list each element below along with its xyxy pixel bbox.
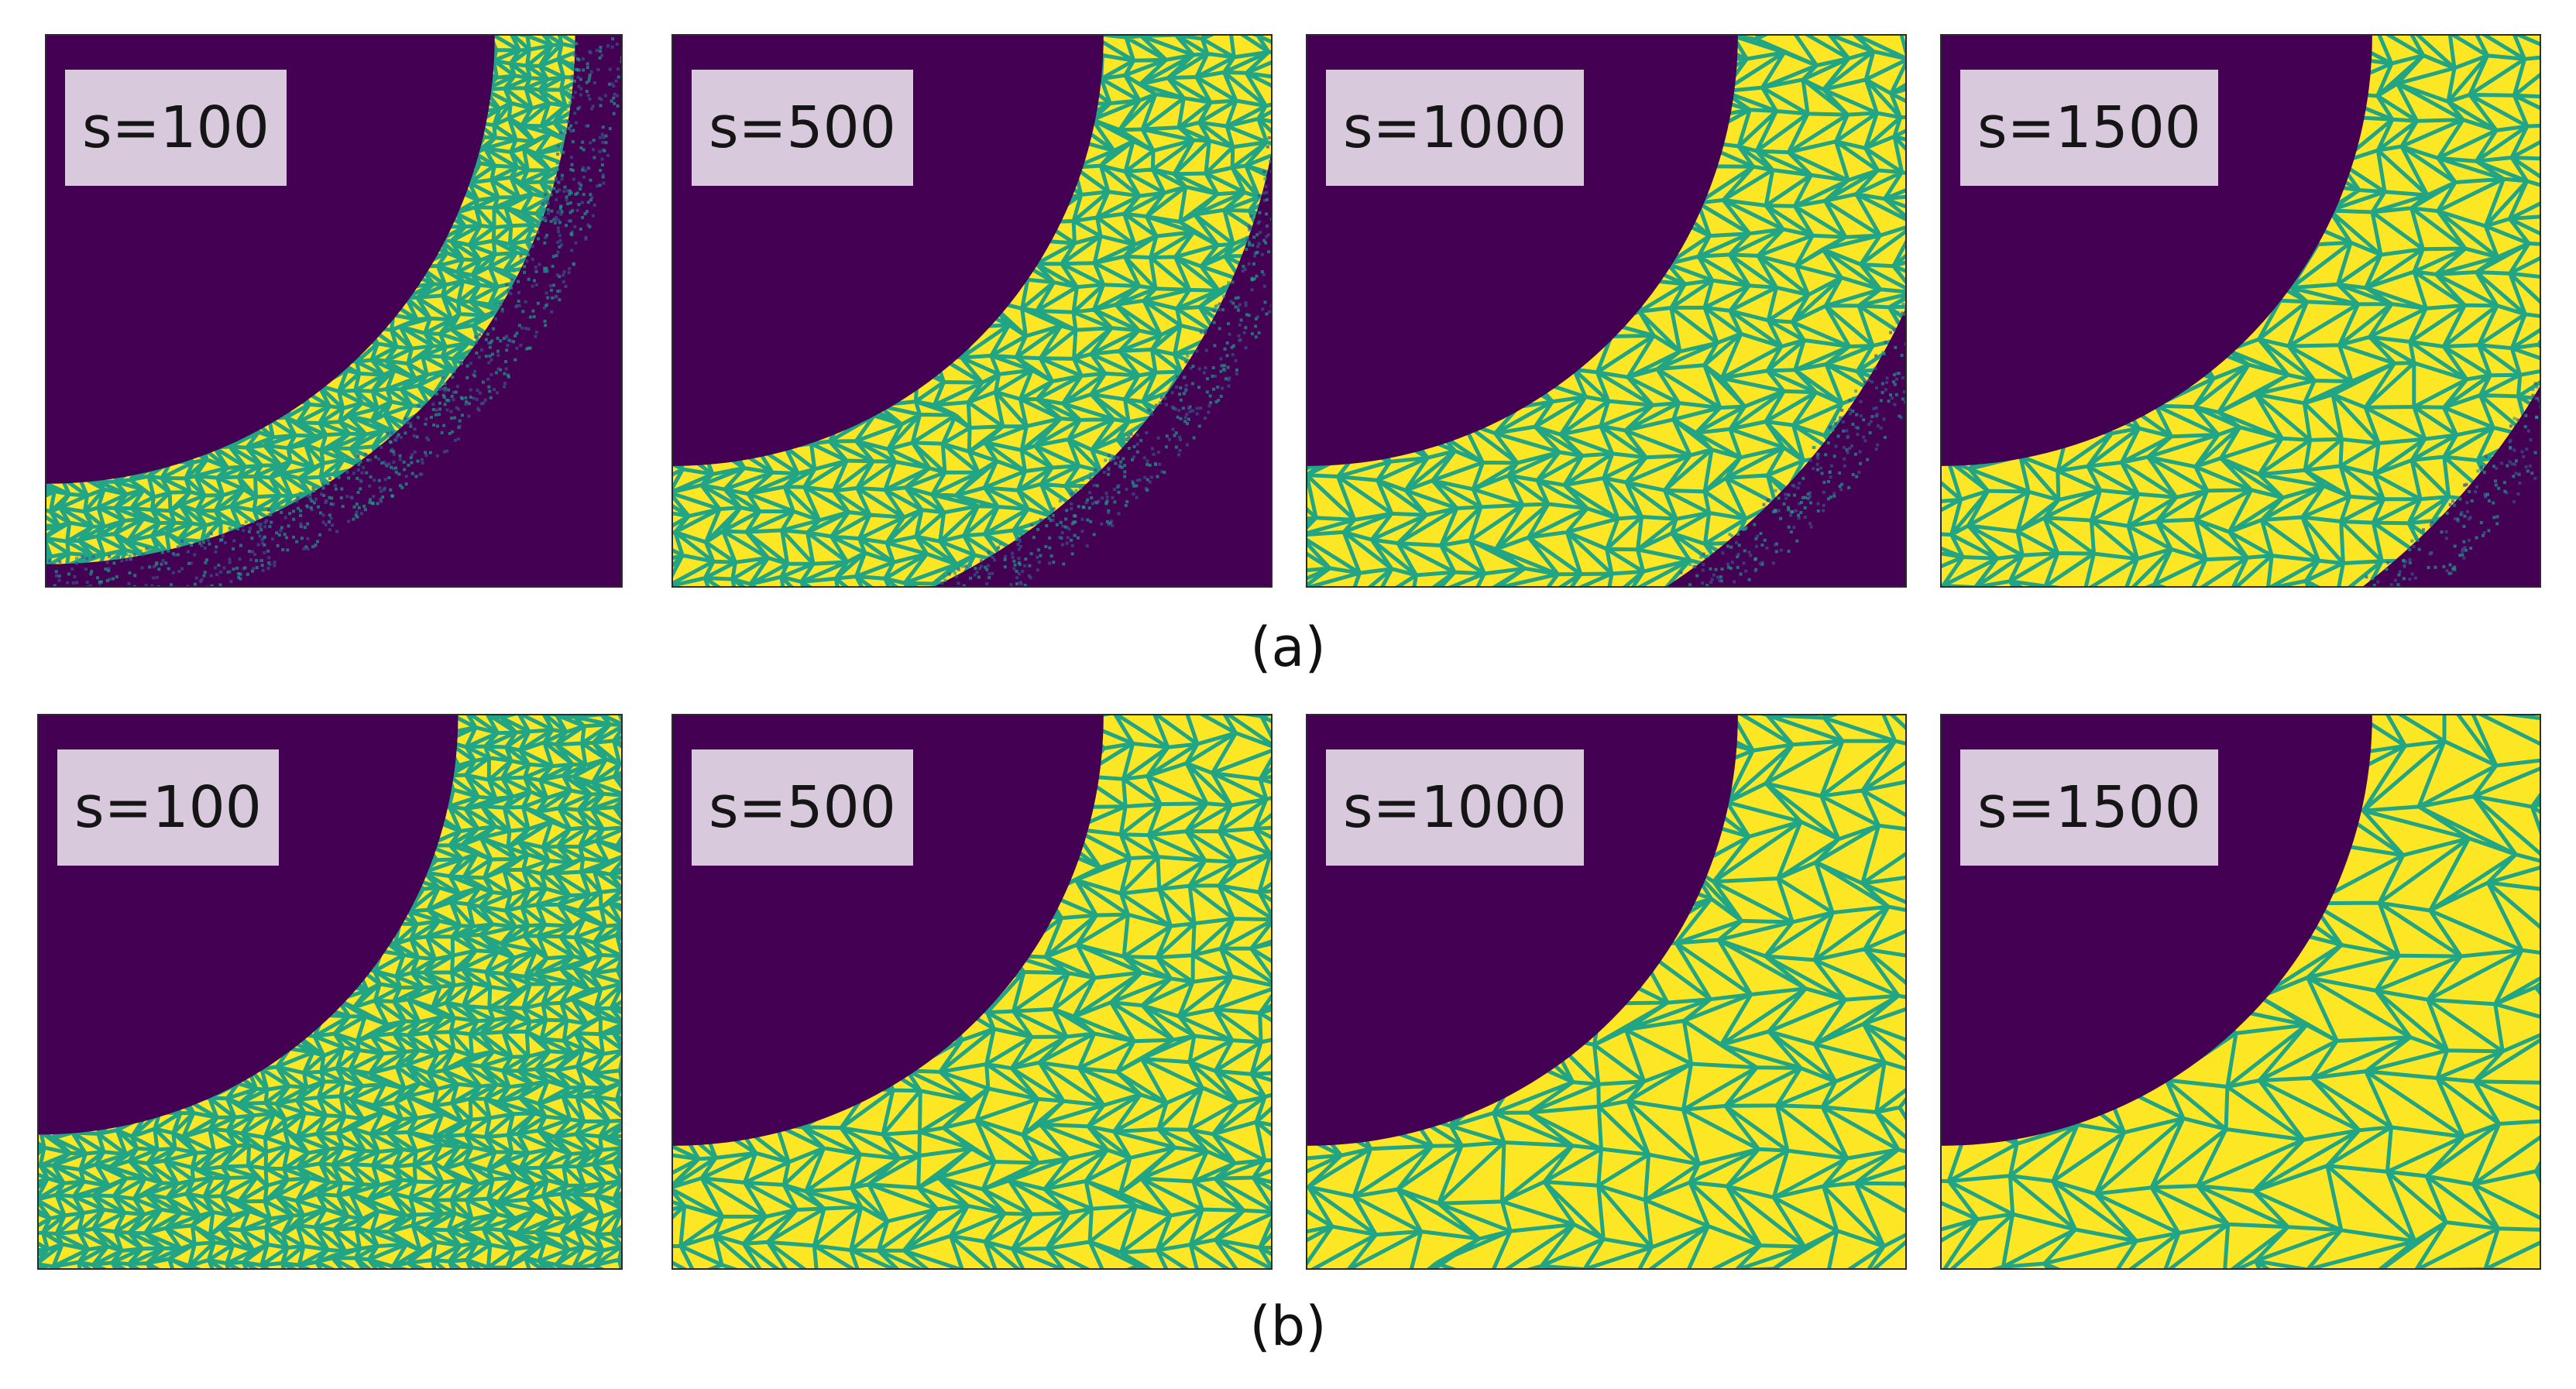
step-label: s=1500 — [1960, 749, 2218, 866]
step-label: s=100 — [65, 70, 287, 186]
step-label: s=1000 — [1326, 749, 1584, 866]
step-label: s=1500 — [1960, 70, 2218, 186]
panel-a-2: s=500 — [671, 34, 1273, 588]
caption-a: (a) — [1250, 616, 1326, 679]
panel-a-3: s=1000 — [1306, 34, 1907, 588]
microstructure-map — [1307, 715, 1905, 1268]
step-label: s=1000 — [1326, 70, 1584, 186]
panel-a-1: s=100 — [45, 34, 623, 588]
step-label: s=500 — [692, 70, 913, 186]
caption-b: (b) — [1249, 1295, 1327, 1358]
panel-b-2: s=500 — [671, 714, 1273, 1270]
panel-b-4: s=1500 — [1940, 714, 2541, 1270]
step-label: s=100 — [57, 749, 279, 866]
step-label: s=500 — [692, 749, 913, 866]
panel-a-4: s=1500 — [1940, 34, 2541, 588]
panel-b-1: s=100 — [37, 714, 623, 1270]
panel-b-3: s=1000 — [1306, 714, 1907, 1270]
